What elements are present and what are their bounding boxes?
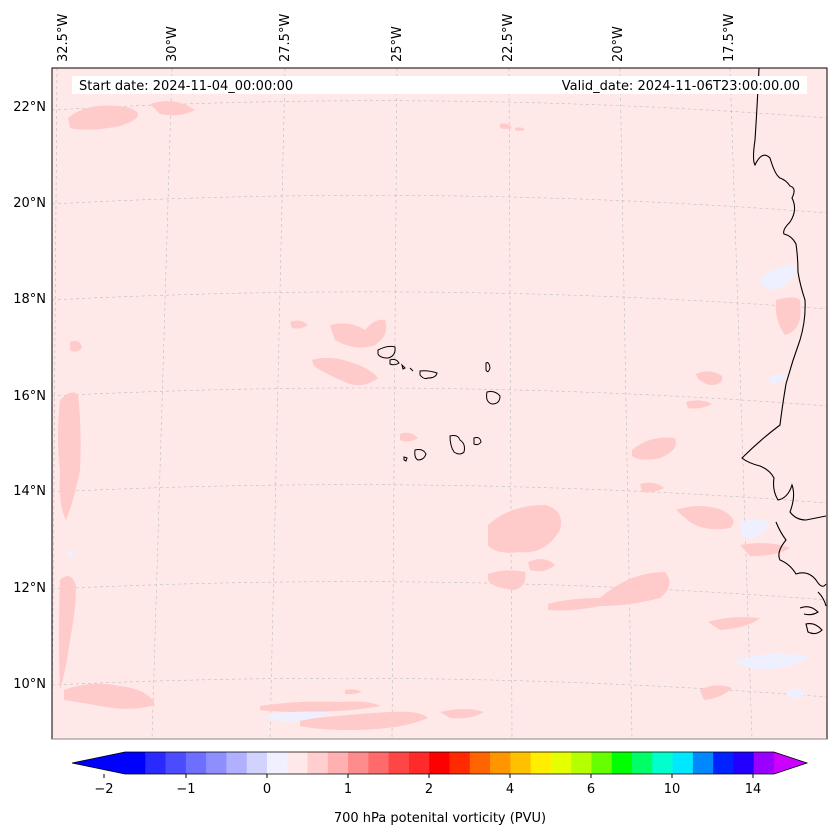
pv-positive-features [58,101,801,730]
lat-label: 12°N [13,581,46,596]
colorbar-cell [550,752,572,774]
colorbar-under-arrow [72,752,125,774]
colorbar-tick-label: 14 [745,782,762,797]
colorbar-cell [145,752,166,774]
colorbar-cell [469,752,491,774]
colorbar-outline [71,751,809,775]
colorbar-cell [510,752,532,774]
lon-label: 20°W [611,26,626,62]
colorbar-label: 700 hPa potenital vorticity (PVU) [334,811,546,826]
lat-label: 18°N [13,292,46,307]
colorbar-tick-label: 4 [506,782,514,797]
colorbar-over-arrow [774,752,807,774]
colorbar-cells [125,752,775,774]
cape-verde-islands [377,345,501,462]
colorbar-tick-label: 6 [587,782,595,797]
colorbar-cell [713,752,734,774]
colorbar-cell [672,752,694,774]
colorbar-cell [266,752,288,774]
colorbar-cell [287,752,308,774]
colorbar-cell [206,752,227,774]
colorbar-cell [632,752,653,774]
pv-negative-features [68,265,808,722]
lat-label: 16°N [13,389,46,404]
header-box [72,76,807,94]
lon-label: 22.5°W [501,14,516,62]
colorbar-cell [449,752,471,774]
colorbar-tick-label: 10 [664,782,681,797]
colorbar-cell [611,752,633,774]
lon-label: 32.5°W [56,14,71,62]
colorbar-cell [591,752,613,774]
colorbar-cell [348,752,369,774]
colorbar-cell [125,752,146,774]
colorbar-ticks [103,774,754,778]
colorbar-tick-label: −2 [94,782,113,797]
start-date-label: Start date: 2024-11-04_00:00:00 [79,79,293,94]
lat-label: 14°N [13,484,46,499]
colorbar-cell [368,752,390,774]
colorbar-cell [530,752,552,774]
colorbar-cell [408,752,430,774]
colorbar-cell [226,752,248,774]
colorbar-cell [185,752,207,774]
colorbar-cell [327,752,349,774]
colorbar-cell [429,752,450,774]
africa-coastline [741,67,827,635]
colorbar-cell [165,752,187,774]
colorbar-cell [307,752,329,774]
colorbar [71,751,809,775]
valid-date-label: Valid_date: 2024-11-06T23:00:00.00 [562,79,800,94]
colorbar-cell [388,752,410,774]
colorbar-cell [571,752,592,774]
colorbar-tick-label: −1 [176,782,195,797]
lat-label: 10°N [13,677,46,692]
lon-label: 17.5°W [722,14,737,62]
colorbar-cell [692,752,714,774]
colorbar-tick-label: 0 [263,782,271,797]
colorbar-cell [652,752,673,774]
colorbar-tick-label: 1 [344,782,352,797]
colorbar-cell [246,752,268,774]
colorbar-tick-label: 2 [425,782,433,797]
lon-label: 30°W [165,26,180,62]
colorbar-cell [753,752,775,774]
lat-label: 22°N [13,100,46,115]
lon-label: 25°W [390,26,405,62]
colorbar-cell [490,752,511,774]
lat-label: 20°N [13,196,46,211]
lon-label: 27.5°W [278,14,293,62]
colorbar-cell [733,752,755,774]
